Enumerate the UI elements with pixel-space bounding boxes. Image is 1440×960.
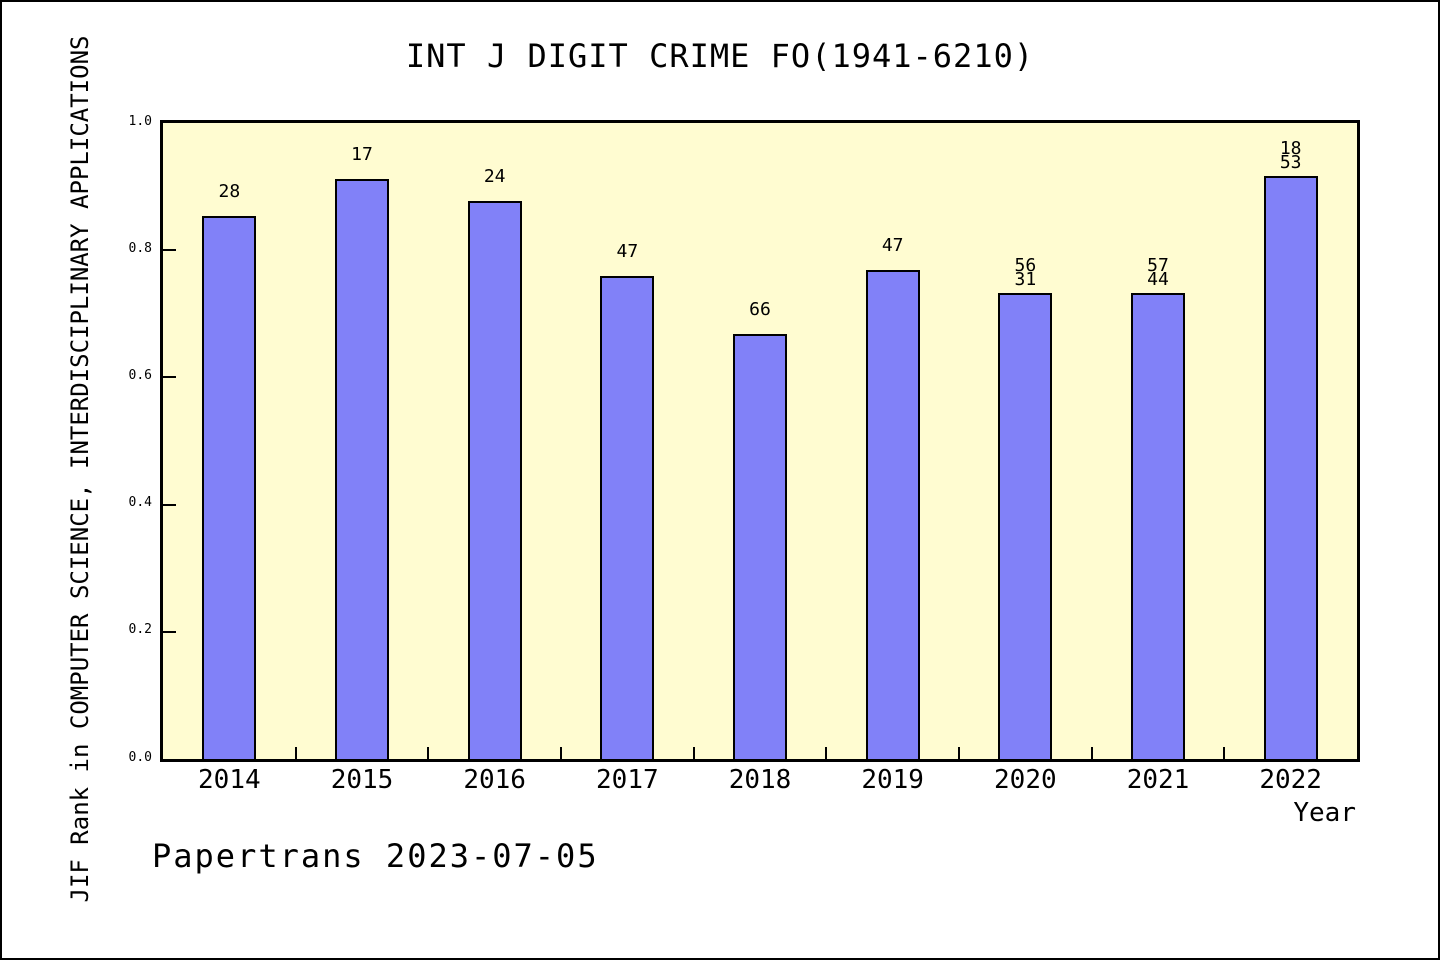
bar-2021: [1131, 293, 1185, 759]
y-tick-label-1.0: 1.0: [128, 114, 152, 129]
x-tick-mark: [560, 747, 562, 759]
y-tick-label-0.4: 0.4: [128, 495, 152, 510]
x-tick-mark: [1090, 747, 1093, 759]
bar-value-label-2017: 47: [616, 241, 639, 262]
x-tick-label-2014: 2014: [198, 765, 261, 795]
x-tick-label-2017: 2017: [596, 765, 659, 795]
bar-value-label-2018: 66: [749, 299, 771, 320]
x-tick-label-2020: 2020: [994, 765, 1057, 795]
bar-2015: [335, 179, 389, 759]
x-axis-label: Year: [1293, 798, 1356, 828]
bar-value-label-2021: 57 44: [1147, 255, 1169, 290]
watermark-text: Papertrans 2023-07-05: [152, 837, 599, 875]
y-tick-label-0.8: 0.8: [128, 241, 152, 256]
bar-value-label-2020: 56 31: [1014, 255, 1037, 290]
bar-value-label-2015: 17: [351, 144, 373, 165]
bar-2014: [202, 216, 256, 759]
y-tick-mark: [163, 503, 176, 506]
y-tick-label-0.2: 0.2: [128, 622, 152, 637]
y-tick-mark: [163, 376, 176, 379]
x-tick-mark: [427, 747, 430, 759]
y-tick-label-0.0: 0.0: [128, 750, 152, 765]
x-tick-mark: [294, 747, 297, 759]
x-tick-mark: [825, 747, 828, 759]
y-tick-mark: [163, 249, 176, 252]
bar-2022: [1264, 176, 1318, 759]
bar-2018: [733, 334, 787, 759]
x-tick-mark: [692, 747, 695, 759]
x-tick-label-2015: 2015: [330, 765, 394, 795]
x-tick-label-2019: 2019: [861, 765, 924, 795]
bar-value-label-2022: 18 53: [1279, 138, 1302, 173]
bar-2020: [998, 293, 1052, 759]
bar-2019: [866, 270, 920, 759]
x-tick-mark: [958, 747, 960, 759]
x-tick-label-2018: 2018: [728, 765, 792, 795]
bar-value-label-2014: 28: [218, 181, 241, 202]
x-tick-mark: [1223, 747, 1226, 759]
x-tick-label-2021: 2021: [1126, 765, 1190, 795]
bar-value-label-2019: 47: [881, 235, 904, 256]
y-axis-label: JIF Rank in COMPUTER SCIENCE, INTERDISCI…: [66, 35, 94, 903]
bar-value-label-2016: 24: [483, 166, 506, 187]
chart-title: INT J DIGIT CRIME FO(1941-6210): [405, 37, 1035, 75]
y-tick-mark: [163, 630, 176, 633]
x-tick-label-2016: 2016: [463, 765, 526, 795]
bar-2016: [468, 201, 522, 759]
x-tick-label-2022: 2022: [1259, 765, 1322, 795]
plot-area: 28 17 24 47 66 47 56 31 57 44 18 53: [160, 120, 1360, 762]
y-tick-label-0.6: 0.6: [128, 368, 152, 383]
bar-2017: [600, 276, 654, 759]
